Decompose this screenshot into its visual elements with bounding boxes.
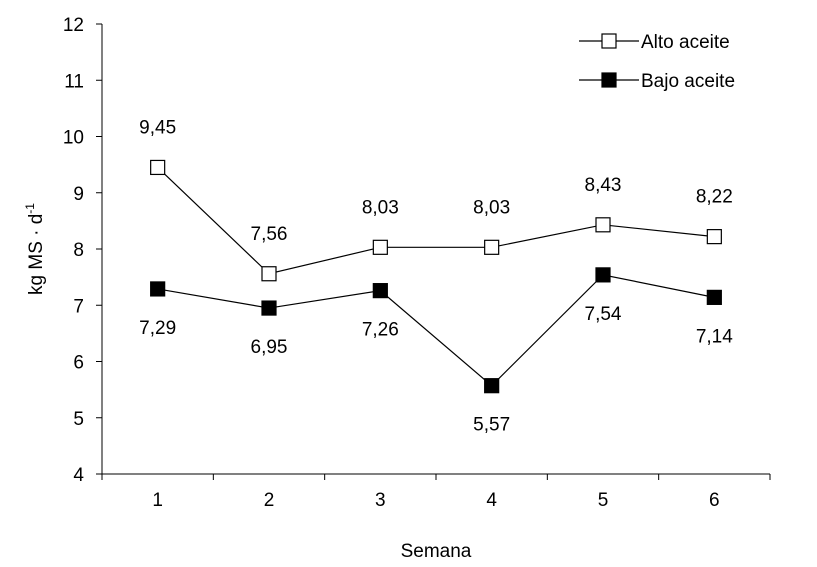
y-tick-label: 12 [63,15,84,36]
data-point [706,289,722,305]
legend-item: Alto aceite [579,32,730,53]
legend-item: Bajo aceite [579,71,735,92]
legend-marker [601,72,617,88]
series-2: 7,29 6,95 7,26 5,57 7,54 7,14 [139,267,733,436]
data-point [261,266,277,282]
y-tick-label: 8 [73,240,84,261]
y-axis-ticks: 4 5 6 7 8 9 10 11 12 [63,15,102,486]
data-point [706,229,722,245]
y-tick-label: 9 [73,184,84,205]
data-label: 5,57 [473,415,510,436]
data-point [372,239,388,255]
y-tick-label: 7 [73,296,84,317]
legend-marker [601,33,617,49]
legend-label: Bajo aceite [641,71,735,92]
y-tick-label: 6 [73,353,84,374]
x-tick-label: 2 [264,490,275,511]
data-point [150,159,166,176]
y-axis-title-superscript: -1 [23,203,37,214]
data-label: 6,95 [251,337,288,358]
data-label: 7,56 [251,224,288,245]
y-tick-label: 4 [73,465,84,486]
data-label: 8,03 [473,197,510,218]
x-tick-label: 4 [486,490,497,511]
legend: Alto aceite Bajo aceite [579,32,735,92]
series-line [157,274,715,387]
y-axis-title-main: kg MS · d [26,214,47,295]
x-axis-ticks: 1 2 3 4 5 6 [101,474,771,511]
data-point [484,378,500,394]
x-tick-label: 1 [152,490,163,511]
data-label: 8,22 [696,187,733,208]
series-layer: 9,45 7,56 8,03 8,03 8,43 8,22 7,29 6,95 7,26 5,57… [139,117,733,435]
data-label: 7,26 [362,320,399,341]
data-point [261,300,277,316]
x-axis-title: Semana [401,541,472,562]
series-line [157,167,715,275]
series-1: 9,45 7,56 8,03 8,03 8,43 8,22 [139,117,733,282]
y-tick-label: 5 [73,409,84,430]
x-tick-label: 3 [375,490,386,511]
data-label: 9,45 [139,117,176,138]
data-point [150,281,166,297]
data-point [484,239,500,255]
legend-label: Alto aceite [641,32,730,53]
data-label: 7,29 [139,318,176,339]
data-label: 7,14 [696,326,733,347]
y-tick-label: 11 [64,71,84,92]
data-label: 8,43 [585,175,622,196]
data-point [595,267,611,283]
data-point [372,283,388,299]
data-label: 8,03 [362,197,399,218]
x-tick-label: 6 [709,490,720,511]
data-point [595,217,611,233]
y-axis-title: kg MS · d-1 [23,203,47,295]
data-label: 7,54 [585,304,622,325]
y-tick-label: 10 [63,128,84,149]
x-tick-label: 5 [598,490,609,511]
